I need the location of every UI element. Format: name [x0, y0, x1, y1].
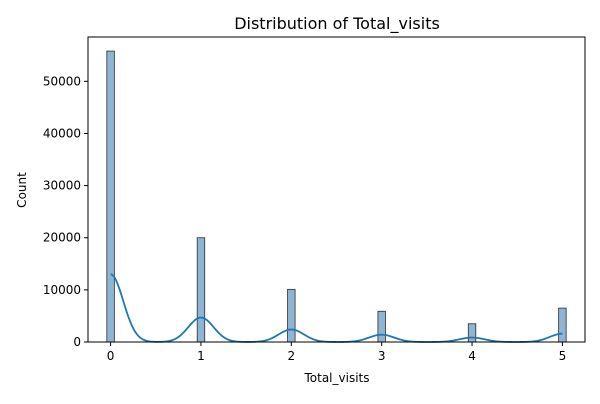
bar-1	[196, 237, 206, 343]
x-tick-label-4: 4	[468, 349, 476, 363]
x-tick-label-2: 2	[287, 349, 295, 363]
plot-frame	[87, 36, 586, 343]
chart-title: Distribution of Total_visits	[234, 14, 440, 34]
bar-3	[377, 310, 386, 343]
x-tick-label-3: 3	[378, 349, 386, 363]
y-tick-label-20000: 20000	[43, 231, 81, 245]
x-ticks: 0 1 2 3 4 5	[107, 342, 566, 363]
y-tick-label-30000: 30000	[43, 179, 81, 193]
y-axis-label: Count	[15, 172, 29, 208]
bar-0	[106, 50, 115, 343]
x-axis-label: Total_visits	[303, 371, 369, 385]
y-tick-label-10000: 10000	[43, 283, 81, 297]
y-tick-label-50000: 50000	[43, 74, 81, 88]
bars-group	[106, 50, 567, 343]
bar-2	[287, 288, 296, 343]
y-tick-label-0: 0	[73, 335, 81, 349]
bar-5	[558, 307, 567, 343]
x-tick-label-5: 5	[559, 349, 567, 363]
x-tick-label-0: 0	[107, 349, 115, 363]
y-ticks: 0 10000 20000 30000 40000 50000	[43, 74, 88, 349]
x-tick-label-1: 1	[197, 349, 205, 363]
y-tick-label-40000: 40000	[43, 126, 81, 140]
bar-4	[467, 323, 477, 343]
